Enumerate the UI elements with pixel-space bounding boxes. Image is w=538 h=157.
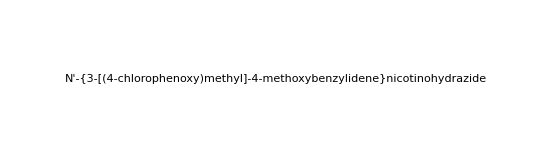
Text: N'-{3-[(4-chlorophenoxy)methyl]-4-methoxybenzylidene}nicotinohydrazide: N'-{3-[(4-chlorophenoxy)methyl]-4-methox… xyxy=(65,74,487,84)
